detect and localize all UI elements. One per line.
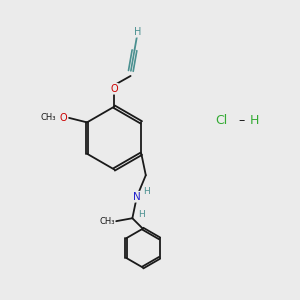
Text: N: N <box>133 192 141 202</box>
Text: H: H <box>250 114 259 127</box>
Text: O: O <box>110 84 118 94</box>
Text: Cl: Cl <box>215 114 228 127</box>
Text: H: H <box>138 210 145 219</box>
Text: CH₃: CH₃ <box>99 217 115 226</box>
Text: CH₃: CH₃ <box>40 113 56 122</box>
Text: H: H <box>134 27 141 37</box>
Text: O: O <box>59 113 67 123</box>
Text: H: H <box>143 187 150 196</box>
Text: –: – <box>238 114 244 127</box>
